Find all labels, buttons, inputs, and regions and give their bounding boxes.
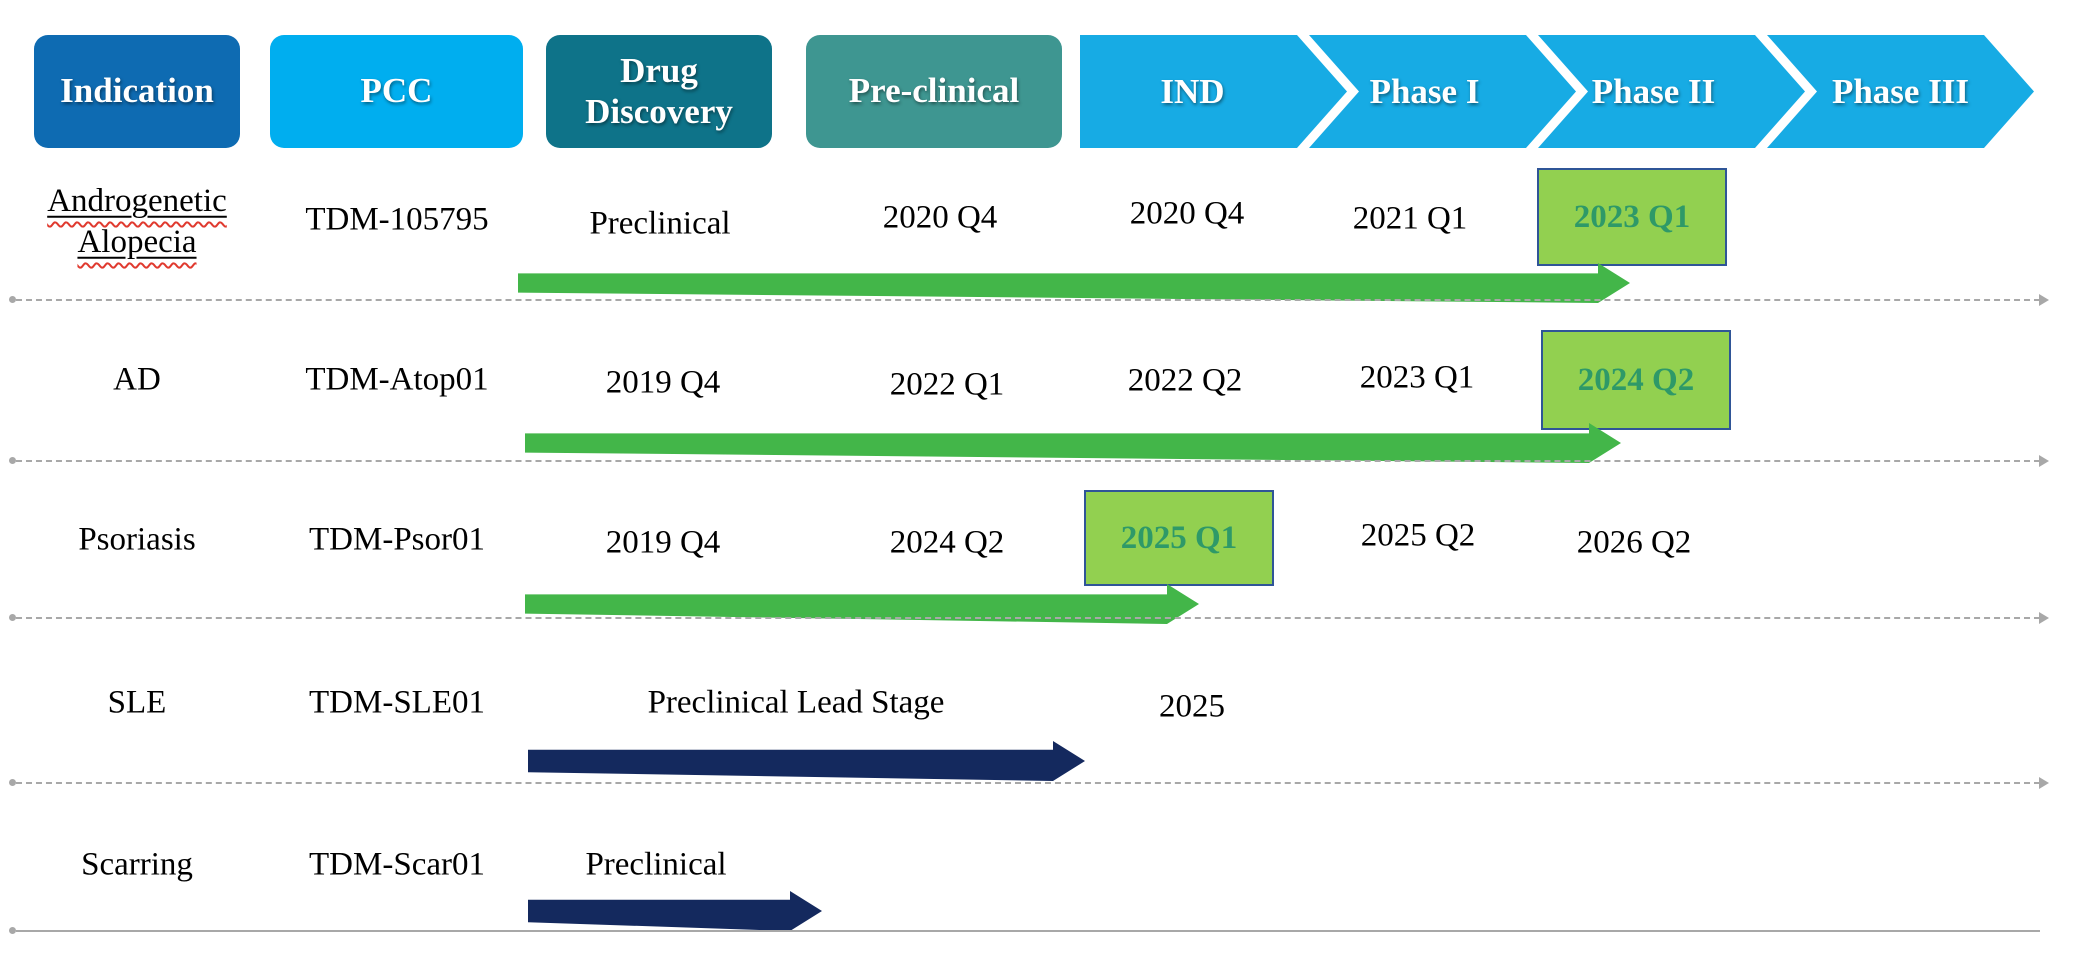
phase1-value: 2023 Q1 [1359, 359, 1475, 396]
pre-clinical-value: 2020 Q4 [882, 199, 998, 236]
indication-label: Scarring [81, 846, 193, 883]
pcc-value: TDM-Scar01 [309, 846, 485, 883]
drug-discovery-value: Preclinical Lead Stage [647, 684, 945, 721]
row-separator [9, 455, 2049, 467]
phase-chevron-phase2: Phase II [1538, 35, 1805, 148]
drug-discovery-value: 2019 Q4 [605, 524, 721, 561]
pre-clinical-value: 2022 Q1 [889, 366, 1005, 403]
drug-discovery-value: 2019 Q4 [605, 364, 721, 401]
pcc-value: TDM-Psor01 [308, 521, 486, 558]
phase1-value: 2025 Q2 [1360, 517, 1476, 554]
row-separator [9, 294, 2049, 306]
milestone-highlight-box: 2023 Q1 [1537, 168, 1727, 266]
header-box-drug-discovery: Drug Discovery [546, 35, 772, 148]
milestone-highlight-box: 2024 Q2 [1541, 330, 1731, 430]
progress-arrow [525, 423, 1621, 463]
indication-label: Androgenetic Alopecia [47, 182, 227, 260]
header-box-pcc: PCC [270, 35, 523, 148]
row-separator [9, 777, 2049, 789]
header-box-indication: Indication [34, 35, 240, 148]
phase2-value: 2026 Q2 [1576, 524, 1692, 561]
ind-value: 2025 [1159, 688, 1225, 725]
pcc-value: TDM-Atop01 [305, 361, 489, 398]
drug-discovery-value: Preclinical [589, 205, 731, 242]
drug-discovery-value: Preclinical [585, 846, 727, 883]
phase-chevron-phase3: Phase III [1767, 35, 2034, 148]
phase-chevron-phase1: Phase I [1309, 35, 1576, 148]
phase-chevron-ind: IND [1080, 35, 1347, 148]
ind-value: 2020 Q4 [1129, 195, 1245, 232]
phase1-value: 2021 Q1 [1352, 200, 1468, 237]
pcc-value: TDM-SLE01 [309, 684, 485, 721]
header-box-pre-clinical: Pre-clinical [806, 35, 1062, 148]
indication-label: SLE [107, 684, 167, 721]
bottom-separator [9, 927, 2040, 934]
ind-value: 2022 Q2 [1127, 362, 1243, 399]
indication-label: AD [113, 361, 161, 398]
progress-arrow [528, 741, 1085, 781]
indication-label: Psoriasis [78, 521, 196, 558]
pre-clinical-value: 2024 Q2 [889, 524, 1005, 561]
row-separator [9, 612, 2049, 624]
milestone-highlight-box: 2025 Q1 [1084, 490, 1274, 586]
pcc-value: TDM-105795 [305, 201, 489, 238]
progress-arrow [528, 891, 822, 931]
progress-arrow [518, 263, 1630, 303]
